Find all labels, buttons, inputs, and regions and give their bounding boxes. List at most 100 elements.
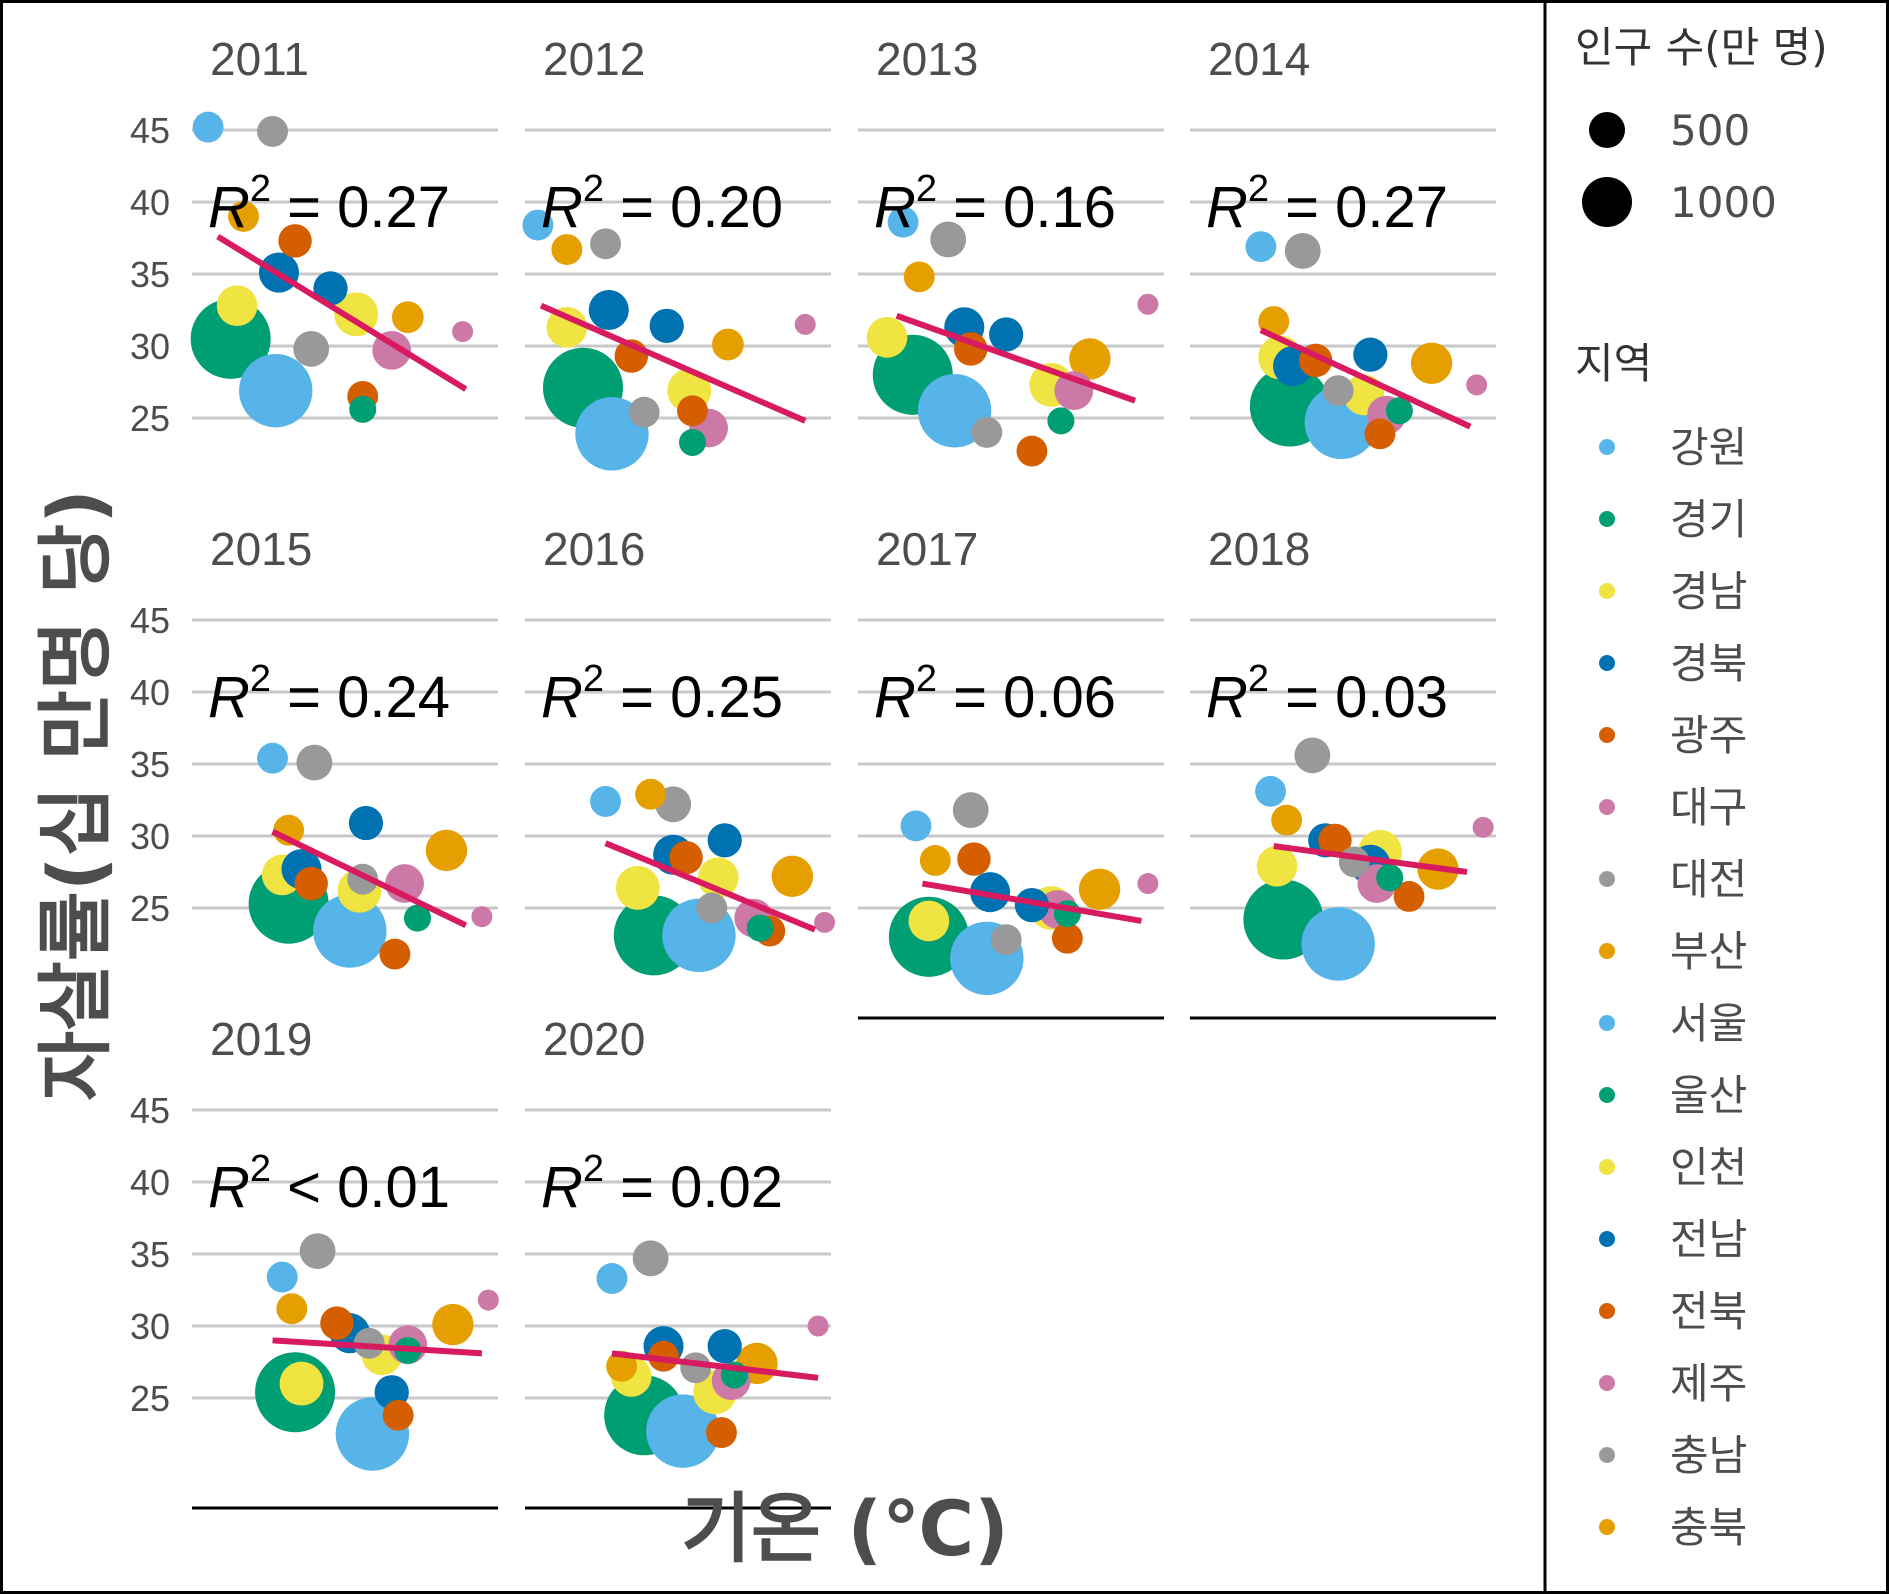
y-tick-label: 35 xyxy=(130,744,170,785)
color-legend-label: 경남 xyxy=(1670,567,1747,616)
bubble-전남 xyxy=(1353,337,1388,372)
y-tick-label: 25 xyxy=(130,888,170,929)
r2-label: R2 = 0.27 xyxy=(1206,168,1448,240)
y-tick-label: 45 xyxy=(130,600,170,641)
bubble-충북 xyxy=(391,301,424,334)
panel-2016: 2016 R2 = 0.25 xyxy=(525,523,836,976)
bubble-광주 xyxy=(1364,418,1396,450)
bubble-대전 xyxy=(296,744,333,781)
bubble-부산 xyxy=(1271,804,1303,836)
bubble-전남 xyxy=(649,308,684,343)
bubble-울산 xyxy=(1385,397,1413,425)
bubble-강원 xyxy=(596,1263,628,1294)
trend-line xyxy=(895,312,1137,404)
color-legend-label: 전북 xyxy=(1670,1287,1747,1336)
color-legend-label: 강원 xyxy=(1670,423,1747,472)
panel-2014: 2014 R2 = 0.27 xyxy=(1190,33,1496,460)
bubble-제주 xyxy=(452,321,474,343)
r2-label: R2 = 0.25 xyxy=(541,658,783,730)
bubble-전북 xyxy=(1318,823,1352,858)
bubble-제주 xyxy=(477,1289,499,1311)
color-legend-label: 경북 xyxy=(1670,639,1747,688)
size-legend-key xyxy=(1582,177,1632,227)
bubble-강원 xyxy=(192,111,224,143)
color-legend-key xyxy=(1599,1303,1615,1319)
bubble-경남 xyxy=(615,865,660,910)
bubble-울산 xyxy=(746,914,774,942)
trend-line xyxy=(1273,843,1468,875)
color-legend-label: 부산 xyxy=(1670,927,1747,976)
bubble-충북 xyxy=(771,855,814,898)
bubble-울산 xyxy=(1047,407,1075,435)
color-legend-label: 전남 xyxy=(1670,1215,1747,1264)
bubble-서울 xyxy=(646,1394,720,1468)
bubble-강원 xyxy=(900,810,932,842)
bubble-강원 xyxy=(1255,775,1286,807)
panel-title: 2014 xyxy=(1208,33,1310,85)
bubble-강원 xyxy=(257,742,288,774)
bubble-부산 xyxy=(635,778,667,810)
color-legend-label: 제주 xyxy=(1670,1359,1747,1408)
bubble-전북 xyxy=(957,842,991,876)
trend-line xyxy=(604,840,817,933)
bubble-충남 xyxy=(353,1327,385,1359)
bubble-충남 xyxy=(1294,737,1331,774)
bubble-경남 xyxy=(279,1361,324,1406)
x-axis-title: 기온 (℃) xyxy=(681,1484,1009,1573)
bubble-경북 xyxy=(588,289,629,331)
bubble-전남 xyxy=(707,823,742,858)
bubble-충남 xyxy=(680,1352,712,1384)
bubble-부산 xyxy=(606,1350,638,1382)
bubble-충북 xyxy=(425,829,468,872)
y-tick-label: 30 xyxy=(130,1306,170,1347)
bubble-광주 xyxy=(1393,881,1425,912)
panel-title: 2011 xyxy=(210,33,309,85)
color-legend-label: 충남 xyxy=(1670,1431,1747,1480)
panel-2020: 2020 R2 = 0.02 xyxy=(525,1013,831,1510)
panel-title: 2013 xyxy=(876,33,978,85)
bubble-부산 xyxy=(276,1293,308,1325)
y-axis-title: 자살률(십 만명 당) xyxy=(31,489,120,1101)
panel-2015: 25 30 35 40 45 2015 R2 = 0.24 xyxy=(130,523,498,970)
legend-group: 인구 수(만 명) 500 1000 지역강원경기경남경북광주대구대전부산서울울산인천… xyxy=(1575,23,1828,1552)
r2-label: R2 < 0.01 xyxy=(208,1148,450,1220)
bubble-대전 xyxy=(299,1233,336,1270)
bubble-충남 xyxy=(971,416,1003,448)
bubble-충남 xyxy=(293,330,330,367)
bubble-강원 xyxy=(887,206,919,238)
y-tick-label: 45 xyxy=(130,110,170,151)
bubble-충남 xyxy=(990,924,1022,956)
bubble-대전 xyxy=(257,116,288,147)
color-legend-key xyxy=(1599,1447,1615,1463)
y-tick-label: 40 xyxy=(130,182,170,223)
bubble-제주 xyxy=(1472,816,1494,838)
y-tick-label: 30 xyxy=(130,326,170,367)
bubble-제주 xyxy=(794,313,816,335)
trend-line xyxy=(921,880,1142,924)
panel-2011: 25 30 35 40 45 2011 R2 = 0.27 xyxy=(130,33,498,439)
bubble-서울 xyxy=(1301,907,1375,981)
trend-line xyxy=(1259,327,1472,430)
color-legend-key xyxy=(1599,727,1615,743)
bubble-울산 xyxy=(678,428,707,456)
r2-label: R2 = 0.16 xyxy=(874,168,1116,240)
y-tick-label: 30 xyxy=(130,816,170,857)
bubble-충북 xyxy=(712,328,744,361)
bubble-충북 xyxy=(1069,338,1111,380)
bubble-대전 xyxy=(632,1240,669,1277)
size-legend-label: 500 xyxy=(1670,106,1750,155)
color-legend-label: 광주 xyxy=(1670,711,1747,760)
y-tick-label: 25 xyxy=(130,1378,170,1419)
bubble-전북 xyxy=(669,840,703,875)
panel-title: 2016 xyxy=(543,523,645,575)
bubble-울산 xyxy=(1376,864,1404,892)
y-tick-label: 40 xyxy=(130,1162,170,1203)
trend-line xyxy=(216,234,468,392)
bubble-부산 xyxy=(228,200,259,232)
panel-title: 2020 xyxy=(543,1013,645,1065)
panel-2017: 2017 R2 = 0.06 xyxy=(858,523,1164,1020)
bubble-울산 xyxy=(349,395,377,423)
bubble-전남 xyxy=(348,805,384,841)
color-legend-key xyxy=(1599,439,1615,455)
bubble-충남 xyxy=(628,396,660,428)
